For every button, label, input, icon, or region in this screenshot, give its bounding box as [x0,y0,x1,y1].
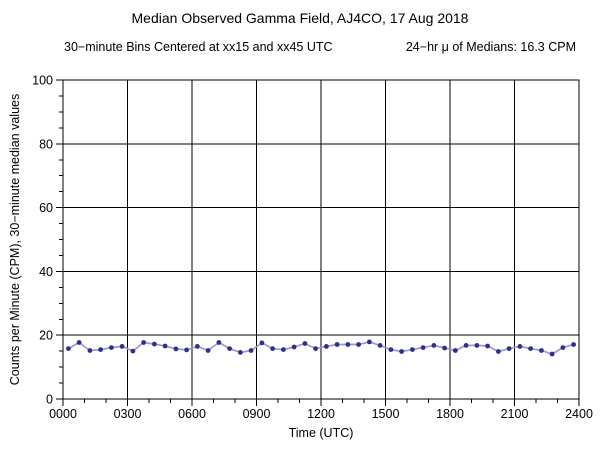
data-point [98,347,103,352]
y-axis-label: Counts per Minute (CPM), 30−minute media… [8,94,22,385]
data-point [248,348,254,353]
y-tick-label: 0 [46,393,53,407]
subtitle-mean: 24−hr μ of Medians: 16.3 CPM [405,40,576,54]
data-point [367,339,372,345]
data-point [291,344,297,350]
data-point [496,349,501,354]
data-point [474,343,480,348]
data-point [560,345,566,350]
data-point [205,348,211,353]
data-point [281,347,286,352]
x-tick-label: 0600 [178,407,206,421]
data-point [442,345,447,351]
y-tick-label: 60 [39,201,53,215]
data-point [517,344,523,349]
x-tick-label: 0900 [243,407,271,421]
data-point [399,349,404,354]
data-point [485,343,490,349]
data-point [238,350,243,355]
data-point [76,340,82,345]
data-point [152,341,157,347]
data-point [356,342,361,347]
data-point [66,346,71,351]
x-tick-label: 0000 [49,407,77,421]
data-point [539,348,544,353]
data-point [119,344,125,349]
data-point [571,342,576,347]
data-point [227,346,233,351]
data-point [334,342,340,347]
data-point [528,346,533,351]
data-point [259,340,265,346]
data-point [420,345,426,350]
data-point [195,344,200,349]
data-point [184,347,190,353]
x-tick-label: 1200 [307,407,335,421]
y-tick-label: 80 [39,137,53,151]
x-tick-label: 2100 [501,407,529,421]
data-point [345,342,351,347]
data-point [141,340,147,345]
data-point [130,348,136,354]
data-point [410,347,415,352]
data-point [324,344,329,349]
x-axis-label: Time (UTC) [289,426,354,440]
data-point [549,351,555,357]
x-tick-label: 1800 [436,407,464,421]
y-tick-label: 40 [39,265,53,279]
data-point [377,343,383,348]
data-point [87,348,93,353]
data-point [313,346,318,351]
chart-title: Median Observed Gamma Field, AJ4CO, 17 A… [131,10,469,26]
x-tick-label: 2400 [565,407,593,421]
y-tick-label: 20 [39,329,53,343]
data-point [109,345,114,350]
subtitle-bins: 30−minute Bins Centered at xx15 and xx45… [64,40,333,54]
y-tick-label: 100 [32,74,53,88]
chart-subtitle: 30−minute Bins Centered at xx15 and xx45… [64,40,576,54]
data-point [463,343,469,348]
data-point [270,346,275,351]
x-tick-label: 0300 [114,407,142,421]
data-point [173,346,179,352]
data-point [506,346,512,351]
data-point [453,348,458,353]
data-point [216,340,222,345]
x-tick-label: 1500 [372,407,400,421]
data-point [431,343,437,348]
data-point [162,343,168,349]
data-point [302,341,308,346]
data-point [388,347,394,352]
